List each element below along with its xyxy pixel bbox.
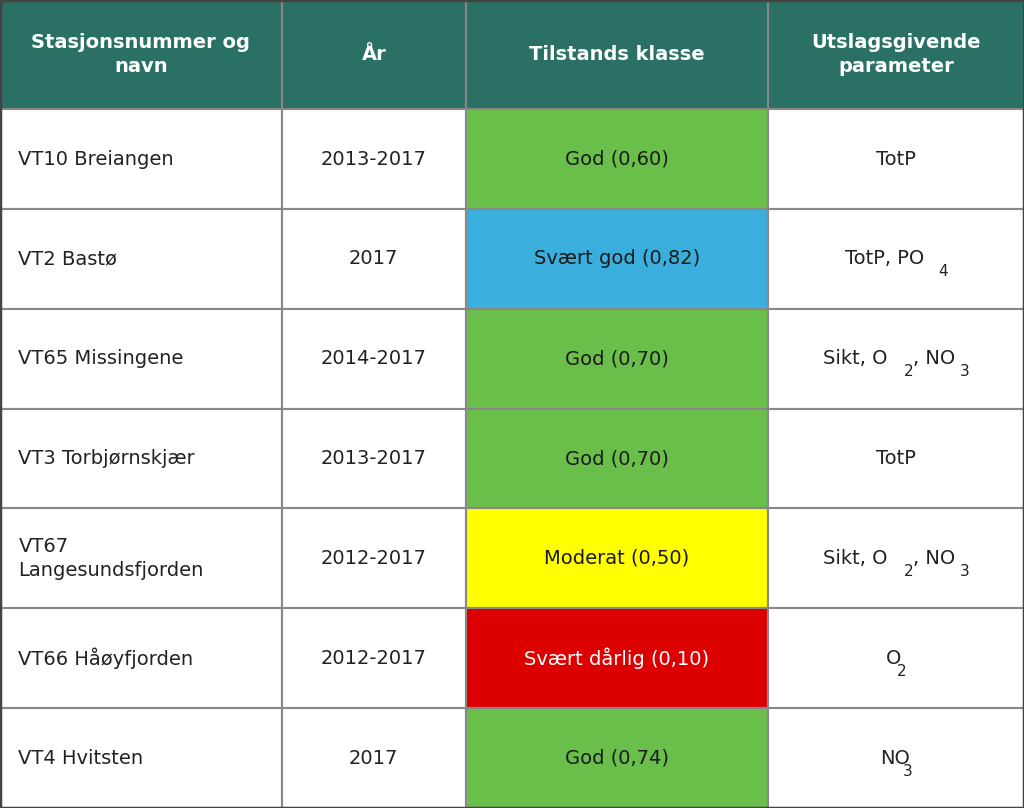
Text: 2: 2 (897, 663, 907, 679)
Text: God (0,70): God (0,70) (565, 349, 669, 368)
Bar (768, 0, 1024, 109)
Bar (282, 608, 466, 708)
Text: 2014-2017: 2014-2017 (321, 349, 427, 368)
Bar (0, 0, 282, 109)
Bar (282, 409, 466, 508)
Bar (768, 409, 1024, 508)
Text: 2: 2 (904, 564, 914, 579)
Text: 2012-2017: 2012-2017 (321, 549, 427, 568)
Bar (0, 708, 282, 808)
Bar (282, 209, 466, 309)
Bar (0, 109, 282, 209)
Text: VT10 Breiangen: VT10 Breiangen (18, 149, 174, 169)
Bar (282, 508, 466, 608)
Text: Svært god (0,82): Svært god (0,82) (534, 250, 700, 268)
Text: Sikt, O: Sikt, O (822, 549, 887, 568)
Text: 2: 2 (904, 364, 914, 379)
Text: TotP, PO: TotP, PO (845, 250, 924, 268)
Text: Stasjonsnummer og
navn: Stasjonsnummer og navn (32, 33, 250, 76)
Text: God (0,70): God (0,70) (565, 449, 669, 468)
Text: VT65 Missingene: VT65 Missingene (18, 349, 183, 368)
Bar (466, 708, 768, 808)
Text: 3: 3 (961, 564, 970, 579)
Text: 2013-2017: 2013-2017 (321, 149, 427, 169)
Text: , NO: , NO (913, 549, 955, 568)
Bar (466, 109, 768, 209)
Text: VT3 Torbjørnskjær: VT3 Torbjørnskjær (18, 449, 196, 468)
Bar (0, 409, 282, 508)
Text: Svært dårlig (0,10): Svært dårlig (0,10) (524, 647, 710, 669)
Text: År: År (361, 45, 386, 64)
Text: God (0,74): God (0,74) (565, 748, 669, 768)
Text: 2013-2017: 2013-2017 (321, 449, 427, 468)
Text: 4: 4 (938, 264, 947, 280)
Bar (768, 508, 1024, 608)
Text: TotP: TotP (877, 149, 915, 169)
Text: 2017: 2017 (349, 250, 398, 268)
Text: NO: NO (880, 748, 909, 768)
Text: 2012-2017: 2012-2017 (321, 649, 427, 667)
Text: VT4 Hvitsten: VT4 Hvitsten (18, 748, 143, 768)
Bar (0, 608, 282, 708)
Text: 3: 3 (903, 764, 912, 779)
Bar (466, 508, 768, 608)
Text: God (0,60): God (0,60) (565, 149, 669, 169)
Bar (768, 209, 1024, 309)
Bar (0, 209, 282, 309)
Text: Utslagsgivende
parameter: Utslagsgivende parameter (811, 33, 981, 76)
Text: TotP: TotP (877, 449, 915, 468)
Bar (282, 0, 466, 109)
Bar (466, 608, 768, 708)
Text: Sikt, O: Sikt, O (822, 349, 887, 368)
Bar (768, 109, 1024, 209)
Text: , NO: , NO (913, 349, 955, 368)
Text: Moderat (0,50): Moderat (0,50) (545, 549, 689, 568)
Bar (0, 508, 282, 608)
Text: 2017: 2017 (349, 748, 398, 768)
Text: VT2 Bastø: VT2 Bastø (18, 250, 118, 268)
Bar (282, 109, 466, 209)
Text: VT67
Langesundsfjorden: VT67 Langesundsfjorden (18, 537, 204, 579)
Bar (768, 608, 1024, 708)
Text: Tilstands klasse: Tilstands klasse (529, 45, 705, 64)
Bar (466, 309, 768, 409)
Bar (282, 708, 466, 808)
Bar (466, 0, 768, 109)
Text: 3: 3 (961, 364, 970, 379)
Bar (0, 309, 282, 409)
Text: VT66 Håøyfjorden: VT66 Håøyfjorden (18, 647, 194, 669)
Bar (768, 309, 1024, 409)
Bar (768, 708, 1024, 808)
Bar (282, 309, 466, 409)
Bar (466, 209, 768, 309)
Bar (466, 409, 768, 508)
Text: O: O (886, 649, 901, 667)
